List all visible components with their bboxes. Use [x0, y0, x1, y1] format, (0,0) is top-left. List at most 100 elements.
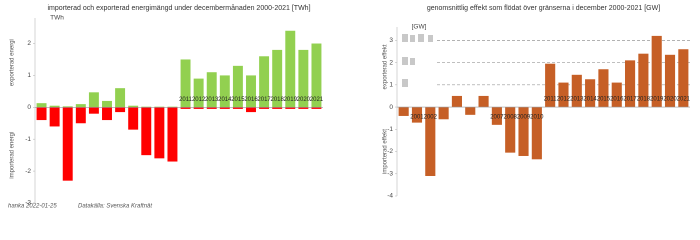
bar — [478, 95, 489, 108]
bar — [62, 106, 73, 108]
bar — [545, 63, 556, 108]
x-category-label: 2014 — [218, 97, 232, 103]
icon — [410, 58, 415, 65]
bar — [49, 107, 60, 127]
footer-author: hanka 2022-01-25 — [8, 204, 57, 210]
x-category-label: 2020 — [663, 97, 677, 103]
bar — [154, 107, 165, 159]
icon — [428, 35, 433, 42]
bar — [219, 75, 230, 108]
bar — [167, 106, 178, 108]
bar — [272, 107, 283, 109]
y-tick-label: 0 — [389, 104, 393, 111]
bar — [128, 105, 139, 108]
icon — [418, 34, 424, 42]
bar — [598, 69, 609, 108]
y-tick-label: 2 — [27, 40, 31, 47]
bar — [88, 107, 99, 114]
bar — [180, 107, 191, 109]
x-category-label: 2010 — [530, 115, 544, 121]
bar — [154, 106, 165, 108]
bar — [311, 107, 322, 109]
y-label-top: exporterad energi — [10, 39, 16, 86]
y-tick-label: 1 — [27, 72, 31, 79]
bar — [206, 107, 217, 109]
bar — [36, 103, 47, 108]
bar — [298, 107, 309, 109]
bar — [141, 107, 152, 156]
bar — [465, 107, 476, 115]
x-category-label: 2011 — [179, 97, 193, 103]
bar — [272, 49, 283, 108]
bar — [411, 107, 423, 123]
bar — [664, 54, 676, 108]
bar — [102, 100, 112, 108]
x-category-label: 2001 — [410, 115, 424, 121]
x-category-label: 2016 — [610, 97, 624, 103]
bar — [167, 107, 178, 162]
bar — [232, 107, 243, 109]
bar — [75, 104, 86, 108]
x-category-label: 2021 — [677, 97, 691, 103]
x-category-label: 2017 — [257, 97, 271, 103]
bar — [558, 82, 569, 108]
y-tick-label: 3 — [389, 37, 393, 44]
x-category-label: 2012 — [192, 97, 206, 103]
bar — [425, 107, 436, 176]
x-category-label: 2012 — [557, 97, 571, 103]
bar — [638, 53, 649, 108]
bar — [141, 106, 152, 108]
bar — [232, 65, 243, 108]
bar — [585, 79, 596, 108]
bar — [180, 59, 191, 108]
bar — [451, 95, 462, 108]
bar — [75, 107, 86, 124]
y-label-bottom: importerad energi — [10, 132, 16, 179]
y-tick-label: -3 — [387, 170, 393, 177]
y-tick-label: -2 — [25, 168, 31, 175]
bar — [678, 49, 689, 108]
bar — [49, 105, 60, 108]
bar — [88, 92, 99, 108]
bar — [571, 74, 582, 108]
y-label-bottom: importerad effekt — [383, 129, 389, 174]
bar — [259, 56, 270, 108]
bar — [193, 78, 204, 108]
chart-title: importerad och exporterad energimängd un… — [47, 4, 310, 12]
bar — [246, 107, 256, 113]
bar — [128, 107, 139, 130]
x-category-label: 2013 — [205, 97, 219, 103]
y-tick-label: -3 — [25, 200, 31, 207]
y-tick-label: 2 — [389, 59, 393, 66]
x-category-label: 2018 — [637, 97, 651, 103]
bar — [531, 107, 542, 160]
bar — [611, 82, 622, 108]
x-category-label: 2020 — [297, 97, 311, 103]
bar — [115, 88, 126, 108]
y-tick-label: -4 — [387, 193, 393, 200]
bar — [206, 72, 217, 108]
bar — [102, 107, 112, 121]
bar — [625, 60, 636, 108]
chart-title: genomsnittlig effekt som flödat över grä… — [427, 5, 660, 12]
x-category-label: 2019 — [284, 97, 298, 103]
x-category-label: 2016 — [244, 97, 258, 103]
bar — [115, 107, 126, 113]
bar — [518, 107, 529, 156]
icon — [402, 79, 408, 87]
bar — [62, 107, 73, 181]
x-category-label: 2015 — [231, 97, 245, 103]
x-category-label: 2013 — [570, 97, 584, 103]
bar — [285, 107, 296, 109]
x-category-label: 2014 — [583, 97, 597, 103]
bar — [398, 107, 409, 116]
x-category-label: 2021 — [310, 97, 324, 103]
icon — [402, 34, 408, 42]
bar — [298, 49, 309, 108]
y-tick-label: -1 — [387, 126, 393, 133]
x-category-label: 2002 — [424, 115, 438, 121]
icon — [402, 57, 408, 65]
bar — [491, 107, 502, 125]
x-category-label: 2008 — [504, 115, 518, 121]
icon — [410, 35, 415, 42]
